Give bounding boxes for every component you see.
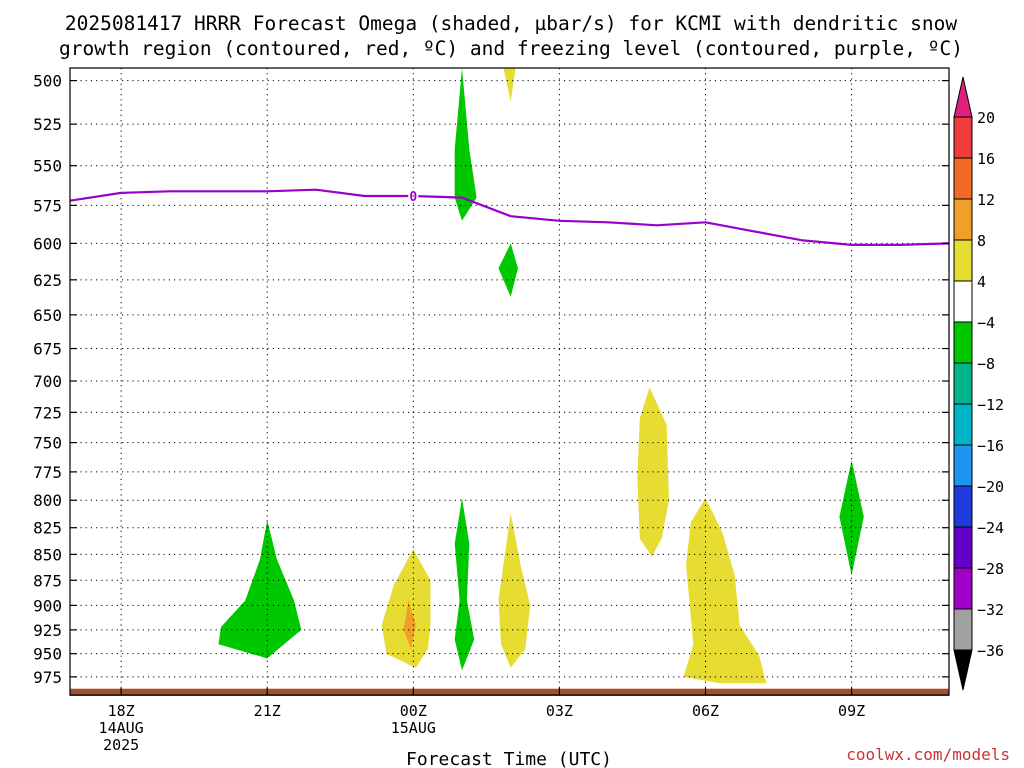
omega-region-yellow-0200z-upper [503, 68, 516, 102]
y-tick-label-575: 575 [33, 196, 62, 215]
y-tick-label-925: 925 [33, 621, 62, 640]
y-tick-label-825: 825 [33, 519, 62, 538]
colorbar-bin-11 [953, 567, 973, 610]
chart-title-line-1: 2025081417 HRRR Forecast Omega (shaded, … [65, 12, 957, 35]
y-tick-label-550: 550 [33, 157, 62, 176]
y-tick-label-675: 675 [33, 340, 62, 359]
y-tick-label-725: 725 [33, 403, 62, 422]
colorbar-label-6: −8 [977, 355, 995, 373]
x-tick-label-15AUG: 15AUG [391, 719, 436, 737]
y-tick-label-950: 950 [33, 645, 62, 664]
freezing-level-label: 0 [409, 190, 417, 205]
x-tick-label-03Z: 03Z [546, 702, 573, 720]
y-tick-label-525: 525 [33, 115, 62, 134]
colorbar-label-9: −20 [977, 478, 1004, 496]
surface-terrain [70, 688, 949, 696]
freezing-level-contour: 0 [69, 188, 950, 246]
colorbar-bin-5 [953, 321, 973, 364]
colorbar-bin-0 [953, 116, 973, 159]
colorbar: 20 16 12 8 4 −4 −8 −12 −16 −20 −24 −28 −32 −36 [953, 76, 1004, 691]
y-tick-label-600: 600 [33, 234, 62, 253]
omega-region-green-0100z-lowlevel [454, 498, 475, 671]
colorbar-label-11: −28 [977, 560, 1004, 578]
colorbar-label-1: 16 [977, 150, 995, 168]
colorbar-top-triangle [953, 76, 973, 118]
x-axis-title: Forecast Time (UTC) [406, 749, 612, 768]
terrain-strip [70, 688, 949, 696]
y-tick-label-900: 900 [33, 596, 62, 615]
chart-title-line-2: growth region (contoured, red, ºC) and f… [59, 37, 963, 60]
colorbar-label-10: −24 [977, 519, 1004, 537]
y-tick-label-750: 750 [33, 434, 62, 453]
y-tick-label-875: 875 [33, 571, 62, 590]
y-tick-label-700: 700 [33, 372, 62, 391]
y-tick-label-500: 500 [33, 72, 62, 91]
y-axis-ticks: 500 525 550 575 600 625 650 675 700 725 750 775 800 8… [33, 72, 949, 687]
grid-lines [70, 68, 949, 695]
colorbar-label-12: −32 [977, 601, 1004, 619]
y-tick-label-850: 850 [33, 545, 62, 564]
omega-region-orange-0000z [403, 600, 416, 649]
y-tick-label-975: 975 [33, 668, 62, 687]
omega-region-yellow-0200z-lowlevel [498, 513, 531, 668]
colorbar-bin-12 [953, 608, 973, 651]
colorbar-bin-6 [953, 362, 973, 405]
colorbar-bin-9 [953, 485, 973, 528]
x-tick-label-21Z: 21Z [254, 702, 281, 720]
x-tick-label-14AUG: 14AUG [99, 719, 144, 737]
omega-region-green-0200z-615 [498, 243, 518, 297]
colorbar-bin-8 [953, 444, 973, 487]
y-tick-label-775: 775 [33, 463, 62, 482]
colorbar-label-3: 8 [977, 232, 986, 250]
omega-shaded-regions [218, 68, 864, 684]
omega-region-green-0100z-upper [454, 68, 477, 221]
x-tick-label-18Z: 18Z [108, 702, 135, 720]
colorbar-bin-2 [953, 198, 973, 241]
colorbar-bin-7 [953, 403, 973, 446]
colorbar-label-13: −36 [977, 642, 1004, 660]
omega-region-green-2030z-lowlevel [218, 520, 302, 659]
omega-region-yellow-0000z [381, 549, 431, 668]
x-tick-label-2025: 2025 [103, 736, 139, 754]
x-tick-label-09Z: 09Z [838, 702, 865, 720]
colorbar-label-4: 4 [977, 273, 986, 291]
freezing-level-line [69, 188, 950, 246]
y-tick-label-625: 625 [33, 271, 62, 290]
colorbar-bottom-triangle [953, 649, 973, 691]
x-tick-label-06Z: 06Z [692, 702, 719, 720]
omega-region-yellow-0600z [683, 498, 767, 684]
omega-region-green-1000z [839, 460, 864, 576]
colorbar-label-0: 20 [977, 109, 995, 127]
colorbar-label-8: −16 [977, 437, 1004, 455]
colorbar-bin-4 [953, 280, 973, 323]
colorbar-bin-1 [953, 157, 973, 200]
credit-text: coolwx.com/models [846, 745, 1010, 764]
colorbar-bin-3 [953, 239, 973, 282]
colorbar-bin-10 [953, 526, 973, 569]
y-tick-label-800: 800 [33, 491, 62, 510]
colorbar-label-7: −12 [977, 396, 1004, 414]
y-tick-label-650: 650 [33, 306, 62, 325]
freezing-level-label-bg [408, 188, 419, 204]
colorbar-label-2: 12 [977, 191, 995, 209]
x-tick-label-00Z: 00Z [400, 702, 427, 720]
colorbar-label-5: −4 [977, 314, 995, 332]
